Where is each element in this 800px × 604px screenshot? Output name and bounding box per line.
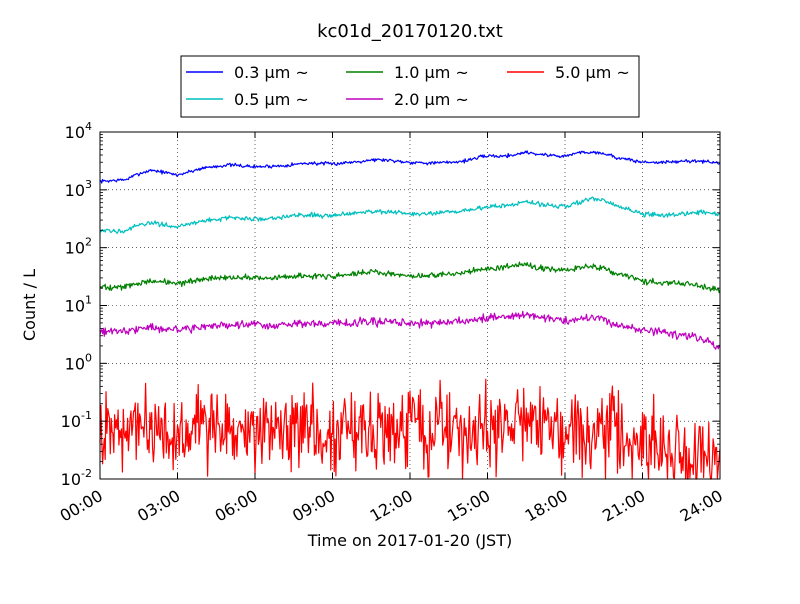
- y-tick-base: 10: [65, 123, 85, 142]
- y-tick-base: 10: [61, 470, 81, 489]
- legend-label: 1.0 μm ~: [394, 63, 469, 82]
- series-line: [99, 261, 721, 294]
- series-line: [99, 196, 721, 234]
- series-layer: [99, 150, 721, 480]
- legend-label: 2.0 μm ~: [394, 90, 469, 109]
- y-tick-label: 10-1: [61, 409, 92, 431]
- series-line: [99, 310, 721, 350]
- y-tick-label: 102: [65, 236, 92, 258]
- y-tick-exponent: -2: [81, 467, 92, 480]
- y-tick-base: 10: [61, 412, 81, 431]
- y-tick-exponent: 1: [85, 294, 92, 307]
- y-tick-label: 103: [65, 178, 92, 200]
- y-tick-exponent: -1: [81, 409, 92, 422]
- y-tick-label: 101: [65, 294, 92, 316]
- series-line: [99, 378, 721, 480]
- y-tick-exponent: 0: [85, 351, 92, 364]
- legend-label: 0.5 μm ~: [234, 90, 309, 109]
- y-tick-exponent: 3: [85, 178, 92, 191]
- y-tick-label: 10-2: [61, 467, 92, 489]
- y-tick-base: 10: [65, 297, 85, 316]
- y-tick-base: 10: [65, 239, 85, 258]
- y-tick-label: 104: [65, 120, 92, 142]
- series-line: [99, 150, 721, 184]
- y-tick-label: 100: [65, 351, 92, 373]
- legend-label: 0.3 μm ~: [234, 63, 309, 82]
- legend: 0.3 μm ~ 0.5 μm ~ 1.0 μm ~ 2.0 μm ~ 5.0 μm ~: [180, 55, 640, 118]
- x-axis-label: Time on 2017-01-20 (JST): [307, 531, 512, 550]
- chart-title: kc01d_20170120.txt: [317, 21, 503, 42]
- y-tick-exponent: 2: [85, 236, 92, 249]
- legend-frame: [180, 55, 640, 118]
- legend-label: 5.0 μm ~: [555, 63, 630, 82]
- y-tick-exponent: 4: [85, 120, 92, 133]
- y-axis-label: Count / L: [20, 269, 39, 341]
- y-tick-base: 10: [65, 354, 85, 373]
- y-tick-base: 10: [65, 181, 85, 200]
